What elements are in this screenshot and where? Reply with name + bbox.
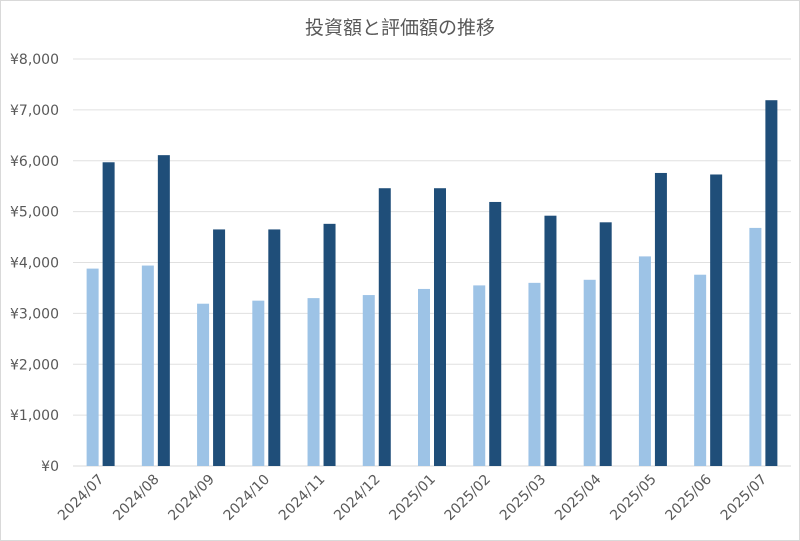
bar-series-2	[378, 188, 391, 466]
x-tick-label: 2024/08	[110, 472, 162, 524]
x-tick-label: 2024/10	[221, 472, 273, 524]
gridlines	[73, 58, 791, 467]
bar-series-1	[528, 282, 541, 466]
y-tick-label: ¥2,000	[10, 357, 59, 373]
x-tick-label: 2024/12	[331, 472, 383, 524]
y-tick-label: ¥5,000	[10, 205, 59, 221]
x-tick-label: 2025/07	[718, 472, 770, 524]
bar-series-1	[473, 285, 486, 466]
bar-series-1	[197, 303, 210, 466]
y-tick-label: ¥8,000	[10, 52, 59, 68]
x-tick-label: 2025/03	[497, 472, 549, 524]
x-tick-label: 2025/01	[386, 472, 438, 524]
bar-series-2	[323, 223, 336, 466]
y-tick-label: ¥4,000	[10, 256, 59, 272]
bar-series-2	[599, 222, 612, 466]
bar-series-1	[418, 288, 430, 466]
y-tick-label: ¥6,000	[10, 154, 59, 170]
x-tick-label: 2024/11	[276, 472, 328, 524]
bar-series-2	[489, 201, 502, 467]
bar-series-1	[362, 295, 375, 466]
bar-series-1	[583, 279, 596, 466]
bar-series-2	[157, 155, 170, 466]
x-tick-label: 2025/05	[607, 472, 659, 524]
x-tick-label: 2025/04	[552, 471, 605, 524]
y-tick-label: ¥1,000	[10, 408, 59, 424]
y-tick-label: ¥3,000	[10, 306, 59, 322]
x-tick-label: 2024/07	[55, 472, 107, 524]
bar-series-1	[86, 268, 99, 466]
x-tick-label: 2025/06	[663, 471, 716, 524]
bar-series-1	[749, 227, 762, 466]
bar-series-1	[307, 298, 320, 466]
bar-series-1	[252, 300, 265, 466]
y-tick-label: ¥0	[41, 459, 59, 475]
bar-series-2	[434, 188, 446, 466]
bar-series-1	[141, 265, 154, 466]
x-tick-label: 2024/09	[165, 472, 217, 524]
bars	[86, 100, 778, 467]
y-tick-label: ¥7,000	[10, 103, 59, 119]
chart-title: 投資額と評価額の推移	[304, 17, 495, 39]
x-tick-label: 2025/02	[442, 472, 494, 524]
bar-series-2	[765, 100, 778, 467]
bar-series-2	[268, 229, 281, 466]
bar-series-2	[710, 174, 723, 466]
bar-series-1	[638, 256, 651, 466]
bar-series-2	[213, 229, 226, 466]
bar-series-1	[694, 274, 707, 466]
bar-series-2	[544, 215, 557, 466]
bar-series-2	[102, 162, 115, 466]
bar-series-2	[654, 172, 667, 466]
